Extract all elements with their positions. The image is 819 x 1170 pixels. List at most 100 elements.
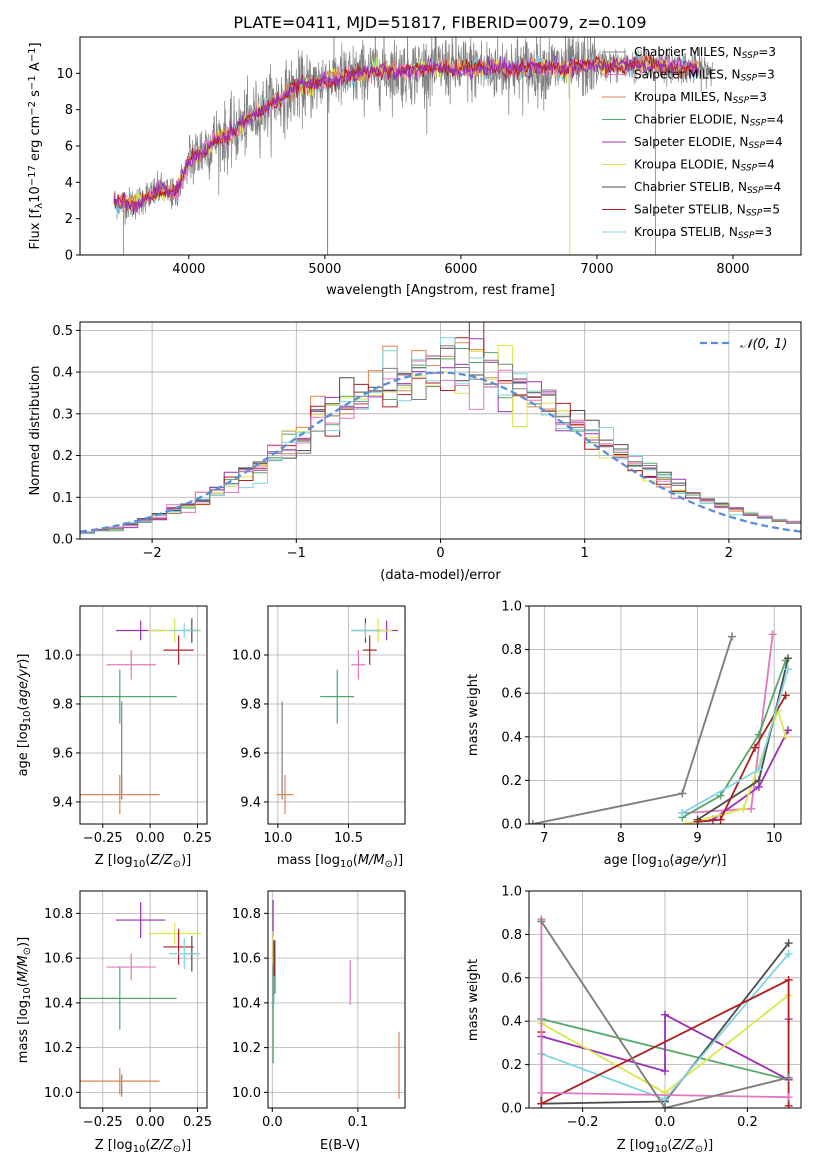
label-part: 10	[22, 710, 33, 723]
label-part: 10	[655, 1144, 668, 1155]
x-tick-label: 6000	[444, 262, 477, 277]
label-part: (	[145, 1138, 150, 1153]
x-tick-label: 1	[581, 546, 589, 561]
error-bar-point	[276, 775, 294, 815]
error-bar-point	[106, 650, 156, 680]
legend-sub: SSP	[741, 164, 758, 174]
x-tick-label: −0.2	[567, 1115, 599, 1130]
error-bar-point	[80, 1067, 160, 1095]
label-part: M/M	[16, 955, 31, 982]
error-bar-point	[169, 623, 200, 638]
weight-marker	[537, 917, 546, 926]
legend-value: =4	[764, 180, 782, 194]
label-part: 10	[657, 859, 670, 870]
weight-marker	[661, 1095, 669, 1104]
label-part: (	[16, 982, 31, 987]
plot-frame	[79, 605, 208, 825]
x-axis-label: Z [log10(Z/Z⊙)]	[617, 1138, 714, 1155]
plot-frame	[79, 890, 208, 1109]
plot-frame	[267, 890, 406, 1109]
y-tick-label: 0.2	[501, 1058, 522, 1073]
legend-entry: Chabrier MILES, NSSP=3	[634, 45, 776, 61]
y-tick-label: 0	[65, 249, 73, 264]
label-part: age/yr	[16, 662, 31, 705]
legend-name: Kroupa ELODIE, N	[634, 158, 741, 172]
legend-value: =3	[754, 225, 772, 239]
x-tick-label: 2	[725, 546, 733, 561]
plot-frame	[528, 605, 802, 825]
weight-marker	[768, 630, 777, 639]
y-tick-label: 0.2	[501, 774, 522, 789]
weight-marker	[784, 939, 793, 948]
error-bar-point	[80, 967, 177, 1030]
label-part: mass [log	[16, 1000, 31, 1063]
figure-title: PLATE=0411, MJD=51817, FIBERID=0079, z=0…	[233, 13, 646, 32]
y-tick-label: 10.0	[44, 648, 73, 663]
x-tick-label: 8	[617, 831, 625, 846]
label-part: 10	[340, 859, 353, 870]
x-tick-label: 0	[436, 546, 444, 561]
legend-name: Salpeter MILES, N	[634, 68, 741, 82]
x-tick-label: 0.0	[655, 1115, 676, 1130]
legend-sub: SSP	[733, 96, 750, 106]
legend-value: =3	[758, 45, 776, 59]
label-part: 10	[133, 859, 146, 870]
label-part: ⊙	[173, 1144, 181, 1155]
y-tick-label: 9.8	[52, 697, 73, 712]
y-tick-label: 10.2	[44, 1041, 73, 1056]
plot-frame	[79, 36, 802, 256]
x-tick-label: 0.00	[136, 1115, 165, 1130]
mass-vs-ebv-panel: 0.0 0.1 10.0 10.2 10.4 10.6 10.8 E(B-V)	[232, 890, 406, 1153]
weight-marker	[678, 809, 687, 818]
label-part: Z/Z	[150, 1138, 174, 1153]
y-tick-label: 1.0	[501, 600, 522, 615]
y-tick-label: 0.6	[501, 971, 522, 986]
x-tick-label: 10	[766, 831, 783, 846]
label-part: )]	[181, 853, 191, 868]
weight-series-line	[532, 636, 733, 824]
x-axis-label: (data-model)/error	[380, 568, 501, 583]
x-tick-label: 0.0	[262, 1115, 283, 1130]
label-part: λ	[34, 203, 45, 209]
y-tick-label: 10.2	[232, 1041, 261, 1056]
x-axis-label: age [log10(age/yr)]	[604, 853, 727, 870]
x-tick-label: 10.0	[263, 831, 292, 846]
legend-sub: SSP	[742, 51, 759, 61]
legend-name: Salpeter ELODIE, N	[634, 135, 748, 149]
label-part: −2	[27, 101, 38, 116]
y-tick-label: 0.8	[501, 928, 522, 943]
legend-value: =5	[762, 203, 780, 217]
weight-marker	[754, 765, 763, 774]
x-tick-label: −0.25	[83, 831, 123, 846]
legend-sub: SSP	[741, 74, 758, 84]
legend-entry: Chabrier ELODIE, NSSP=4	[634, 113, 784, 129]
legend-entry: Salpeter STELIB, NSSP=5	[634, 203, 780, 219]
weight-marker	[661, 1104, 669, 1108]
x-axis-label: mass [log10(M/M⊙)]	[277, 853, 403, 870]
label-part: −1	[27, 48, 38, 63]
y-tick-label: 0.4	[501, 1015, 522, 1030]
label-part: ⊙	[173, 859, 181, 870]
y-tick-label: 0.0	[501, 1102, 522, 1117]
label-part: )]	[393, 853, 403, 868]
label-part: M/M	[358, 853, 385, 868]
x-tick-label: 7	[540, 831, 548, 846]
y-tick-label: 9.8	[240, 697, 261, 712]
weight-marker	[682, 820, 691, 824]
error-bar-point	[362, 635, 377, 665]
error-bar-point	[80, 775, 160, 815]
y-tick-label: 10.6	[232, 952, 261, 967]
normal-curve	[80, 371, 801, 533]
label-part: (	[667, 1138, 672, 1153]
weight-marker	[751, 743, 760, 752]
legend-entry: Kroupa STELIB, NSSP=3	[634, 225, 772, 241]
error-bar-point	[351, 650, 366, 680]
legend-value: =4	[765, 135, 783, 149]
label-part: mass [log	[277, 853, 340, 868]
y-tick-label: 9.4	[52, 795, 73, 810]
weight-marker	[537, 1099, 546, 1108]
label-part: (	[16, 705, 31, 710]
y-axis-label: age [log10(age/yr)]	[16, 654, 33, 777]
